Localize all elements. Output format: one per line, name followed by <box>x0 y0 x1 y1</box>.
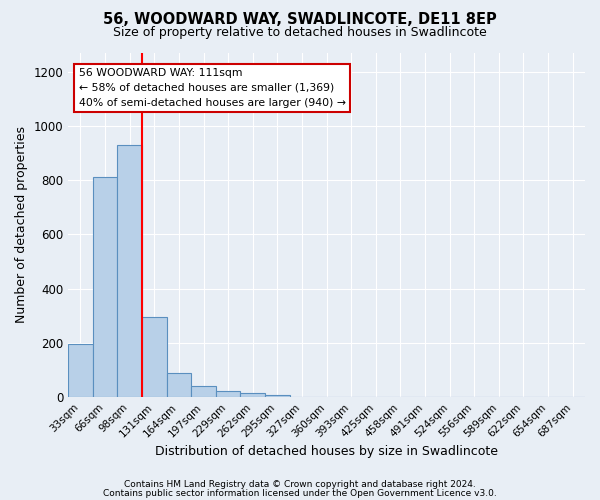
Bar <box>216 392 241 397</box>
Bar <box>191 386 216 397</box>
Bar <box>142 317 167 397</box>
Text: Size of property relative to detached houses in Swadlincote: Size of property relative to detached ho… <box>113 26 487 39</box>
Bar <box>167 374 191 397</box>
Bar <box>265 394 290 397</box>
Y-axis label: Number of detached properties: Number of detached properties <box>15 126 28 324</box>
Bar <box>68 344 93 397</box>
Bar <box>118 145 142 397</box>
Bar <box>93 178 118 397</box>
Text: Contains public sector information licensed under the Open Government Licence v3: Contains public sector information licen… <box>103 488 497 498</box>
Bar <box>241 393 265 397</box>
Text: 56, WOODWARD WAY, SWADLINCOTE, DE11 8EP: 56, WOODWARD WAY, SWADLINCOTE, DE11 8EP <box>103 12 497 28</box>
Text: 56 WOODWARD WAY: 111sqm
← 58% of detached houses are smaller (1,369)
40% of semi: 56 WOODWARD WAY: 111sqm ← 58% of detache… <box>79 68 346 108</box>
Text: Contains HM Land Registry data © Crown copyright and database right 2024.: Contains HM Land Registry data © Crown c… <box>124 480 476 489</box>
X-axis label: Distribution of detached houses by size in Swadlincote: Distribution of detached houses by size … <box>155 444 498 458</box>
